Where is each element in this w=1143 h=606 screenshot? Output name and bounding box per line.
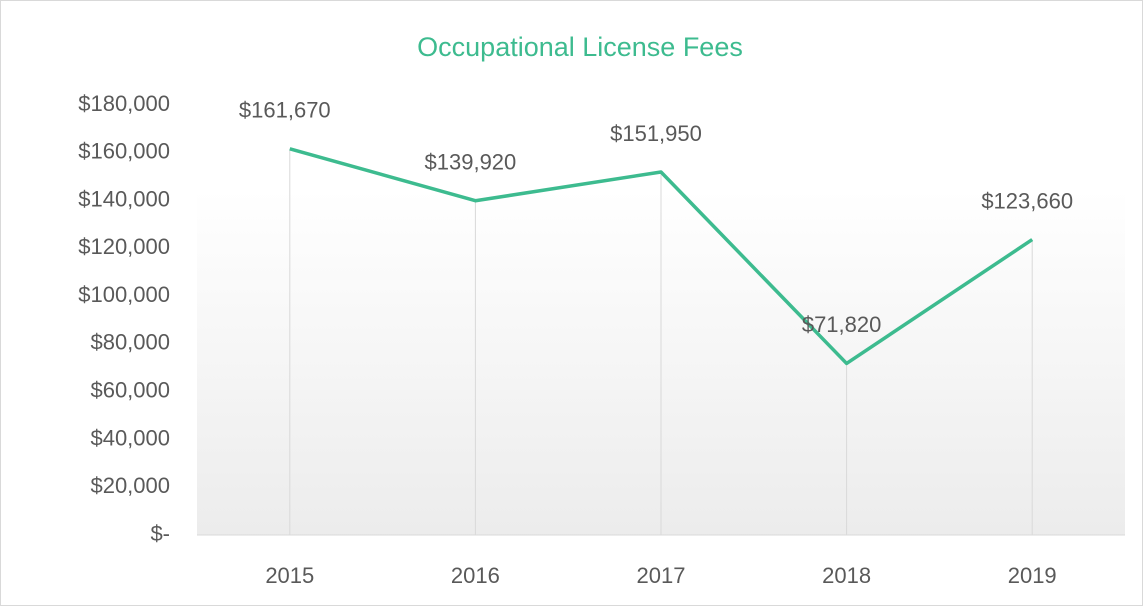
x-tick-label: 2018	[822, 563, 871, 588]
data-label: $123,660	[981, 188, 1073, 213]
x-tick-label: 2016	[451, 563, 500, 588]
x-tick-label: 2015	[265, 563, 314, 588]
y-tick-label: $-	[150, 521, 170, 546]
y-tick-label: $140,000	[78, 186, 170, 211]
line-series	[289, 147, 1034, 366]
data-label: $71,820	[802, 312, 882, 337]
y-tick-label: $60,000	[90, 377, 170, 402]
x-tick-label: 2019	[1008, 563, 1057, 588]
y-tick-label: $20,000	[90, 473, 170, 498]
y-tick-label: $40,000	[90, 425, 170, 450]
y-tick-label: $180,000	[78, 91, 170, 116]
y-tick-label: $120,000	[78, 234, 170, 259]
data-label: $139,920	[425, 150, 517, 175]
data-label: $161,670	[239, 98, 331, 123]
x-tick-label: 2017	[637, 563, 686, 588]
chart-title: Occupational License Fees	[417, 32, 743, 62]
y-tick-label: $160,000	[78, 139, 170, 164]
data-label: $151,950	[610, 121, 702, 146]
y-tick-label: $100,000	[78, 282, 170, 307]
y-tick-label: $80,000	[90, 330, 170, 355]
